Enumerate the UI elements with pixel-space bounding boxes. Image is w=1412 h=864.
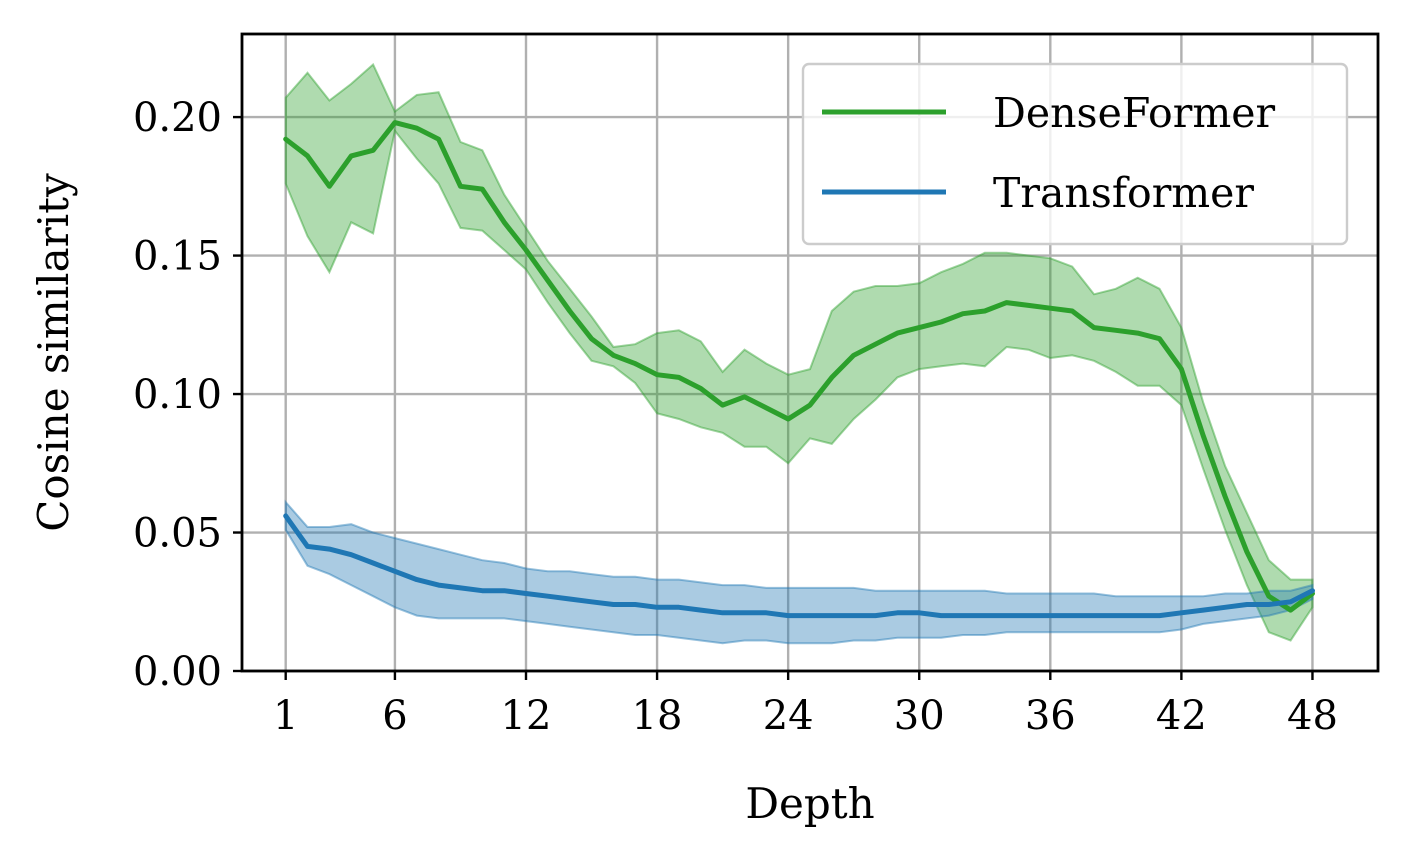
x-tick-label: 24 [763, 693, 814, 739]
x-axis-label: Depth [745, 779, 874, 828]
plot-frame [240, 32, 1380, 673]
x-tick-label: 12 [501, 693, 552, 739]
confidence-bands [284, 62, 1314, 645]
y-tick-label: 0.20 [133, 95, 222, 141]
y-tick-label: 0.00 [133, 649, 222, 695]
legend-label-transformer: Transformer [993, 169, 1254, 217]
x-tick-label: 1 [273, 693, 298, 739]
y-tick-label: 0.05 [133, 511, 222, 557]
x-tick-label: 30 [894, 693, 945, 739]
legend-box [801, 62, 1349, 246]
y-tick-label: 0.10 [133, 372, 222, 418]
axis-ticks: 1 6 12 18 24 30 36 42 48 0.00 0.05 0.10 0.15 0.20 [133, 95, 1338, 739]
y-axis-label: Cosine similarity [29, 173, 78, 532]
band-transformer [284, 499, 1314, 645]
band-denseformer [284, 62, 1314, 642]
x-tick-label: 48 [1287, 693, 1338, 739]
x-tick-label: 6 [382, 693, 407, 739]
line-transformer [283, 513, 1315, 619]
y-tick-label: 0.15 [133, 234, 222, 280]
legend-label-denseformer: DenseFormer [993, 89, 1275, 137]
x-tick-label: 36 [1025, 693, 1076, 739]
line-denseformer [283, 120, 1315, 613]
x-tick-label: 18 [632, 693, 683, 739]
x-tick-label: 42 [1156, 693, 1207, 739]
series-lines [283, 120, 1315, 619]
legend: DenseFormer Transformer [801, 62, 1349, 246]
